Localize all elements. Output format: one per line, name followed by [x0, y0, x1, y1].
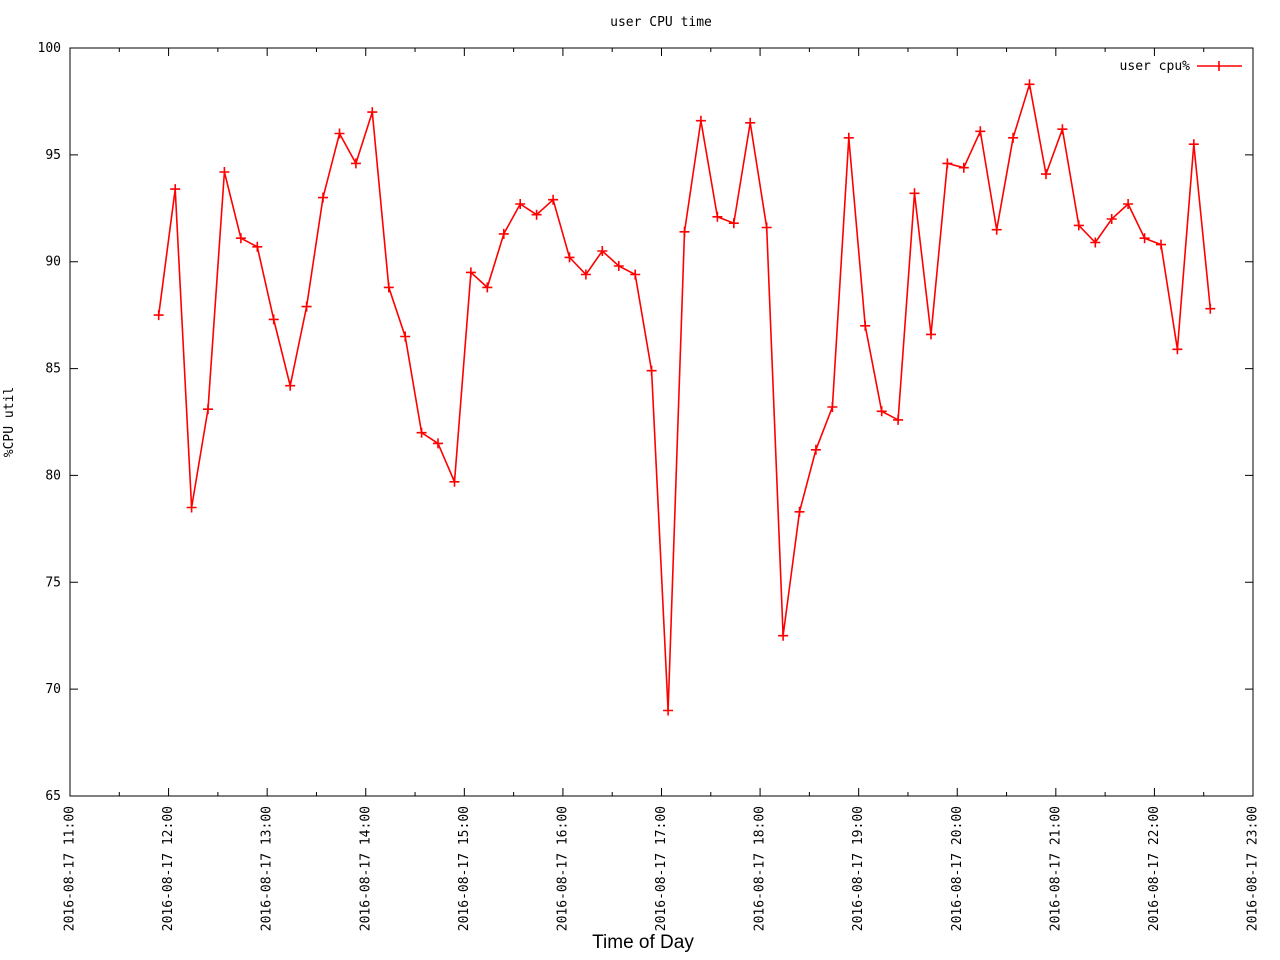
x-tick-label: 2016-08-17 14:00: [358, 806, 373, 931]
y-tick-label: 65: [45, 789, 61, 804]
chart-plot-area: 65 70 75 80 85 90 95 100 2016-08-17 11:00 2016-08…: [38, 41, 1261, 931]
series-line: [157, 84, 1212, 711]
legend-label: user cpu%: [1120, 59, 1191, 74]
plot-border: [69, 47, 1254, 797]
chart-title: user CPU time: [610, 15, 712, 30]
x-tick-label: 2016-08-17 11:00: [63, 806, 78, 931]
x-tick-label: 2016-08-17 16:00: [555, 806, 570, 931]
y-tick-label: 75: [45, 575, 61, 590]
legend-sample-line: [1197, 61, 1242, 71]
y-tick-label: 70: [45, 682, 61, 697]
x-axis-label: Time of Day: [592, 932, 694, 953]
x-tick-label: 2016-08-17 20:00: [950, 806, 965, 931]
data-point-markers: [153, 79, 1216, 716]
y-tick-label: 100: [38, 41, 61, 56]
x-tick-label: 2016-08-17 23:00: [1246, 806, 1261, 931]
x-tick-label: 2016-08-17 19:00: [851, 806, 866, 931]
y-axis-label: %CPU util: [2, 387, 17, 457]
x-tick-label: 2016-08-17 12:00: [161, 806, 176, 931]
x-tick-label: 2016-08-17 13:00: [260, 806, 275, 931]
y-tick-label: 85: [45, 362, 61, 377]
y-tick-label: 95: [45, 148, 61, 163]
x-tick-label: 2016-08-17 18:00: [753, 806, 768, 931]
x-tick-label: 2016-08-17 21:00: [1048, 806, 1063, 931]
y-tick-label: 90: [45, 255, 61, 270]
x-tick-label: 2016-08-17 22:00: [1147, 806, 1162, 931]
y-tick-label: 80: [45, 468, 61, 483]
x-tick-label: 2016-08-17 17:00: [654, 806, 669, 931]
x-tick-label: 2016-08-17 15:00: [457, 806, 472, 931]
